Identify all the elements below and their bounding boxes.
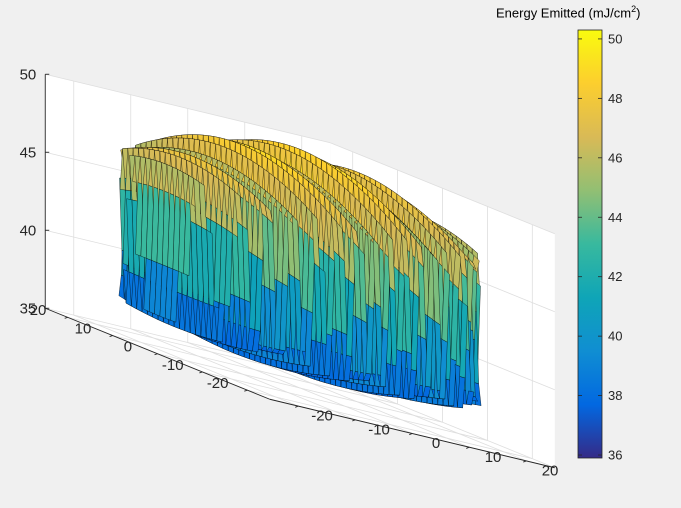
x-tick-label: 20 [542, 463, 559, 480]
x-tick-label: -10 [368, 421, 390, 438]
colorbar-tick-label: 42 [608, 269, 622, 284]
y-tick-label: 0 [124, 339, 132, 356]
y-tick-label: -20 [207, 375, 229, 392]
colorbar-tick-label: 48 [608, 91, 622, 106]
x-axis-ticks: -20 -10 0 10 20 [295, 405, 559, 480]
colorbar-tick-label: 40 [608, 329, 622, 344]
colorbar-tick-label: 38 [608, 388, 622, 403]
colorbar-tick-label: 46 [608, 150, 622, 165]
colorbar-tick-label: 50 [608, 31, 622, 46]
y-tick-label: 10 [75, 320, 92, 337]
energy-surface [118, 134, 482, 409]
z-tick-label: 35 [20, 300, 37, 317]
x-tick-label: 10 [485, 449, 502, 466]
x-tick-label: -20 [311, 408, 333, 425]
z-axis-ticks: 35 40 45 50 [20, 66, 50, 317]
x-tick-label: 0 [432, 435, 440, 452]
z-tick-label: 45 [20, 144, 37, 161]
y-axis-ticks: -20 -10 0 10 20 [30, 302, 248, 392]
colorbar-gradient [577, 29, 603, 459]
colorbar: 36 38 40 42 44 46 48 50 [577, 29, 622, 463]
y-tick-label: -10 [162, 357, 184, 374]
colorbar-tick-label: 44 [608, 210, 622, 225]
colorbar-ticks: 36 38 40 42 44 46 48 50 [578, 31, 622, 463]
colorbar-title: Energy Emitted (mJ/cm2) [496, 4, 641, 21]
colorbar-tick-label: 36 [608, 448, 622, 463]
z-tick-label: 50 [20, 66, 37, 83]
y-tick-label: 20 [30, 302, 47, 319]
z-tick-label: 40 [20, 222, 37, 239]
